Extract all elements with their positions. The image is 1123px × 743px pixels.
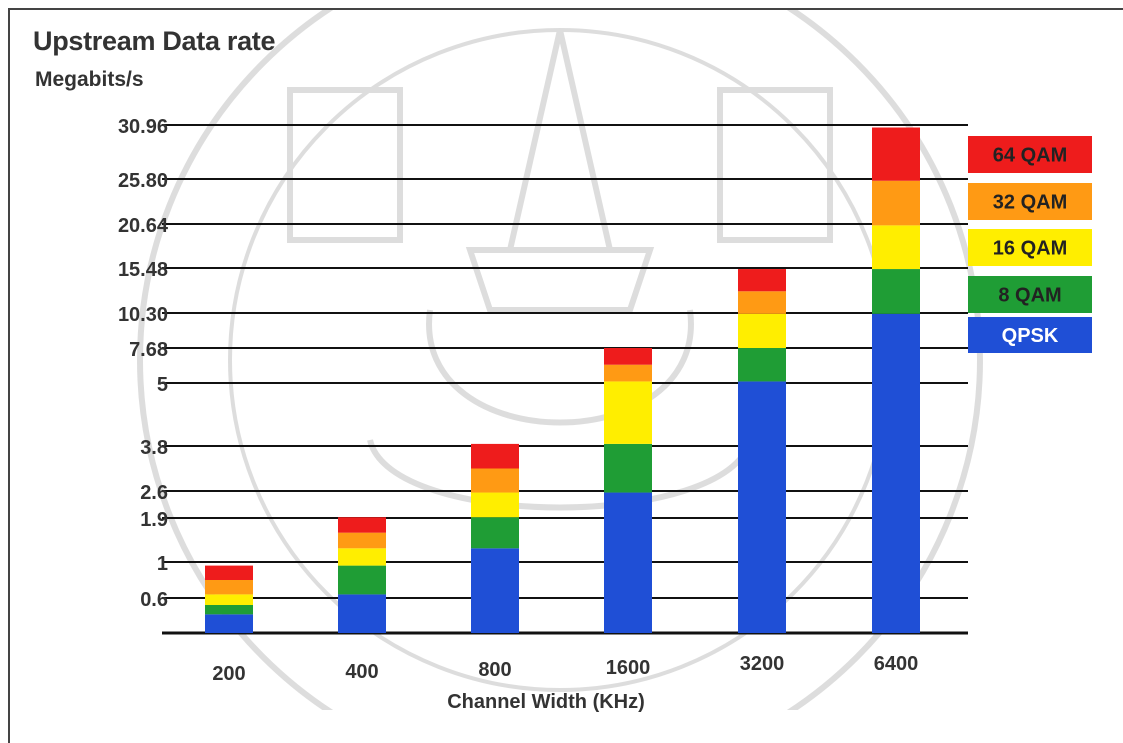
x-tick-label: 6400 xyxy=(874,653,919,675)
bar-segment-32-qam xyxy=(872,180,920,226)
bar-segment-64-qam xyxy=(872,127,920,181)
bar-segment-32-qam xyxy=(205,580,253,595)
y-tick-label: 25.80 xyxy=(118,170,168,192)
x-tick-label: 400 xyxy=(345,661,378,683)
y-tick-labels: 30.96 25.80 20.64 15.48 10.30 7.68 5 3.8 2.6 1.9 1… xyxy=(118,116,169,611)
bar-segment-qpsk xyxy=(738,381,786,633)
bar-segment-64-qam xyxy=(471,443,519,469)
x-tick-label: 800 xyxy=(478,659,511,681)
chart-title: Upstream Data rate xyxy=(33,26,276,56)
bar-segment-8-qam xyxy=(738,348,786,382)
bar-segment-64-qam xyxy=(205,565,253,580)
bar-segment-qpsk xyxy=(471,548,519,633)
y-tick-label: 1 xyxy=(157,553,168,575)
bar-segment-32-qam xyxy=(338,532,386,549)
x-tick-label: 1600 xyxy=(606,657,651,679)
y-tick-label: 1.9 xyxy=(140,509,168,531)
bar-segment-16-qam xyxy=(338,548,386,566)
legend: 64 QAM 32 QAM 16 QAM 8 QAM QPSK xyxy=(968,136,1092,353)
bar-segment-16-qam xyxy=(471,492,519,518)
y-tick-label: 2.6 xyxy=(140,482,168,504)
y-tick-label: 20.64 xyxy=(118,215,169,237)
bar-segment-64-qam xyxy=(738,269,786,292)
legend-label: 32 QAM xyxy=(993,192,1067,214)
y-tick-label: 0.6 xyxy=(140,589,168,611)
chart-subtitle: Megabits/s xyxy=(35,68,144,91)
y-tick-label: 10.30 xyxy=(118,304,168,326)
bar-segment-qpsk xyxy=(872,313,920,633)
y-tick-label: 5 xyxy=(157,374,168,396)
legend-label: 64 QAM xyxy=(993,145,1067,167)
legend-label: QPSK xyxy=(1002,325,1059,347)
y-tick-label: 30.96 xyxy=(118,116,168,138)
bar-segment-64-qam xyxy=(604,348,652,365)
bar-segment-32-qam xyxy=(604,364,652,382)
bar-segment-64-qam xyxy=(338,517,386,533)
x-tick-label: 200 xyxy=(212,663,245,685)
bar-segment-16-qam xyxy=(738,313,786,348)
bar-segment-8-qam xyxy=(872,269,920,314)
bar-segment-qpsk xyxy=(205,614,253,633)
bar-segment-qpsk xyxy=(604,492,652,633)
bar-segment-8-qam xyxy=(604,443,652,493)
bar-segment-8-qam xyxy=(471,517,519,549)
bar-segment-8-qam xyxy=(205,605,253,615)
legend-swatch-64-qam xyxy=(968,136,1092,173)
bar-segment-32-qam xyxy=(471,468,519,493)
bar-segment-8-qam xyxy=(338,565,386,595)
legend-swatch-16-qam xyxy=(968,229,1092,266)
legend-swatch-qpsk xyxy=(968,317,1092,353)
bar-segment-32-qam xyxy=(738,291,786,314)
bar-segment-16-qam xyxy=(872,225,920,270)
x-axis-label: Channel Width (KHz) xyxy=(447,691,645,713)
legend-label: 8 QAM xyxy=(998,285,1061,307)
gridlines xyxy=(162,124,968,635)
bar-segments xyxy=(205,127,920,633)
y-tick-label: 7.68 xyxy=(129,339,168,361)
bar-segment-16-qam xyxy=(205,594,253,605)
frame-top-border xyxy=(8,8,1123,10)
x-tick-labels: 200 400 800 1600 3200 6400 xyxy=(212,653,918,685)
x-tick-label: 3200 xyxy=(740,653,785,675)
y-tick-label: 15.48 xyxy=(118,259,168,281)
y-tick-label: 3.8 xyxy=(140,437,168,459)
legend-label: 16 QAM xyxy=(993,238,1067,260)
legend-swatch-32-qam xyxy=(968,183,1092,220)
bar-segment-qpsk xyxy=(338,594,386,633)
frame-left-border xyxy=(8,8,10,743)
legend-swatch-8-qam xyxy=(968,276,1092,313)
bar-segment-16-qam xyxy=(604,381,652,444)
